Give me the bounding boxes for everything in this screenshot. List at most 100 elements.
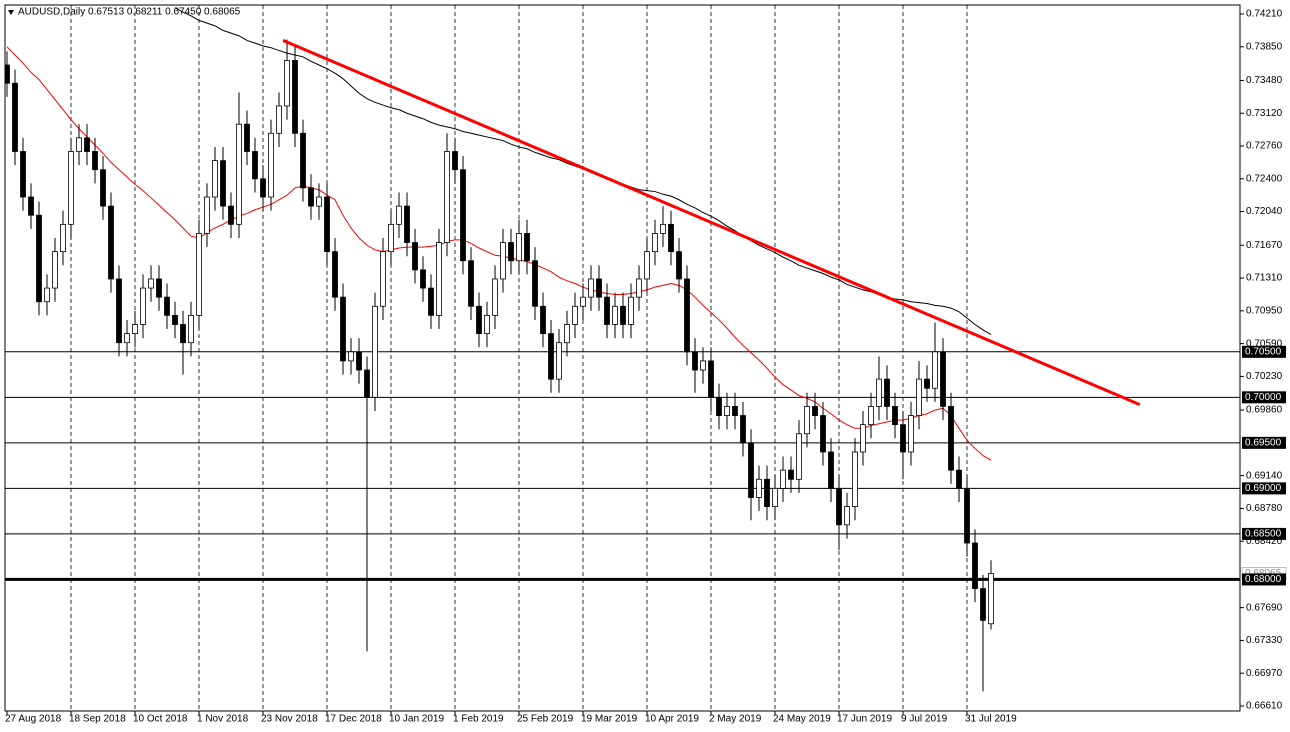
candle-body [700, 360, 706, 371]
candle-body [12, 82, 18, 152]
x-tick-label: 19 Mar 2019 [581, 714, 638, 725]
candle-body [460, 169, 466, 262]
candle-body [748, 442, 754, 498]
candle-body [580, 296, 586, 307]
x-tick-label: 1 Feb 2019 [453, 714, 504, 725]
candle-body [348, 351, 354, 362]
x-tick-label: 24 May 2019 [773, 714, 831, 725]
candle-body [428, 287, 434, 316]
candle-body [356, 351, 362, 371]
candle-body [708, 360, 714, 398]
x-tick-label: 18 Sep 2018 [69, 714, 126, 725]
candle-body [468, 260, 474, 307]
x-tick-label: 17 Dec 2018 [325, 714, 382, 725]
candle-body [172, 314, 178, 325]
candle-body [332, 251, 338, 298]
candle-body [764, 478, 770, 507]
level-tag [1242, 482, 1286, 495]
candle-body [188, 314, 194, 344]
level-tag [1242, 527, 1286, 540]
x-tick-label: 10 Jan 2019 [389, 714, 444, 725]
candle-body [948, 406, 954, 471]
y-tick-label: 0.73850 [1246, 41, 1283, 52]
y-tick-label: 0.73480 [1246, 75, 1283, 86]
candle-body [988, 573, 994, 625]
candle-body [76, 137, 82, 152]
candle-body [92, 151, 98, 171]
candle-body [220, 160, 226, 207]
candle-body [644, 251, 650, 280]
candle-body [716, 396, 722, 416]
candle-body [268, 132, 274, 198]
candle-body [492, 278, 498, 316]
x-tick-label: 9 Jul 2019 [901, 714, 948, 725]
candle-body [628, 296, 634, 325]
candle-body [668, 223, 674, 253]
candle-body [868, 406, 874, 426]
candle-body [924, 378, 930, 389]
x-tick-label: 2 May 2019 [709, 714, 762, 725]
level-tag [1242, 391, 1286, 404]
y-tick-label: 0.70230 [1246, 371, 1283, 382]
candle-body [756, 478, 762, 498]
candle-body [932, 351, 938, 389]
candle-body [476, 305, 482, 334]
y-tick-label: 0.74210 [1246, 9, 1283, 20]
y-tick-label: 0.67690 [1246, 602, 1283, 613]
x-tick-label: 31 Jul 2019 [965, 714, 1017, 725]
candle-body [788, 469, 794, 480]
candle-body [372, 305, 378, 398]
candle-body [596, 278, 602, 298]
candle-body [532, 260, 538, 307]
candle-body [436, 242, 442, 316]
y-tick-label: 0.71670 [1246, 240, 1283, 251]
candle-body [884, 378, 890, 407]
candle-body [228, 205, 234, 225]
level-tag-label: 0.69500 [1245, 437, 1282, 448]
candle-body [908, 415, 914, 453]
moving-average [6, 46, 992, 461]
candle-body [244, 123, 250, 152]
candle-body [292, 60, 298, 134]
level-tag [1242, 573, 1286, 586]
candle-body [52, 251, 58, 289]
x-tick-label: 27 Aug 2018 [5, 714, 62, 725]
candle-body [404, 205, 410, 243]
candle-body [452, 151, 458, 171]
y-tick-label: 0.70950 [1246, 305, 1283, 316]
candle-body [500, 242, 506, 280]
candle-body [916, 378, 922, 416]
candle-body [836, 487, 842, 526]
candle-body [68, 151, 74, 225]
candle-body [964, 487, 970, 544]
candle-body [156, 278, 162, 298]
candle-body [564, 324, 570, 344]
candle-body [204, 196, 210, 234]
trendline [282, 39, 1141, 406]
candle-body [236, 123, 242, 225]
level-tag-label: 0.68500 [1245, 529, 1282, 540]
candle-body [900, 424, 906, 453]
candle-body [684, 278, 690, 353]
candle-body [396, 205, 402, 225]
y-tick-label: 0.69140 [1246, 470, 1283, 481]
x-tick-label: 17 Jun 2019 [837, 714, 892, 725]
candle-body [556, 342, 562, 380]
y-tick-label: 0.73120 [1246, 108, 1283, 119]
candle-body [820, 415, 826, 453]
y-tick-label: 0.67330 [1246, 635, 1283, 646]
candle-body [892, 406, 898, 426]
candle-body [420, 269, 426, 289]
candle-body [604, 296, 610, 325]
candle-body [588, 278, 594, 298]
candle-body [636, 278, 642, 298]
candle-body [812, 406, 818, 416]
candle-body [956, 469, 962, 489]
candle-body [260, 178, 266, 198]
level-tag-label: 0.70000 [1245, 392, 1282, 403]
x-tick-label: 25 Feb 2019 [517, 714, 574, 725]
candle-body [100, 169, 106, 207]
